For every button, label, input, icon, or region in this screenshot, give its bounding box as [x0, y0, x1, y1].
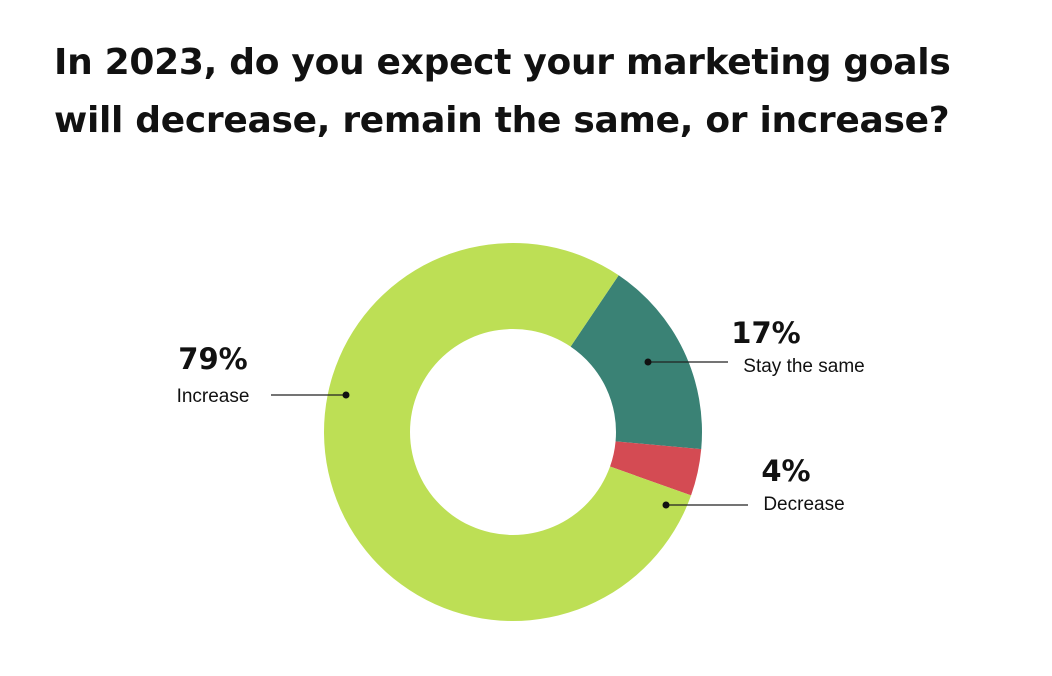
category-label-decrease: Decrease	[763, 494, 844, 515]
leader-dot-stay-the-same	[644, 358, 652, 366]
slice-increase	[323, 242, 692, 621]
value-label-stay-the-same: 17%	[731, 316, 800, 350]
value-label-decrease: 4%	[761, 454, 810, 488]
leader-dot-decrease	[662, 501, 670, 509]
leader-dot-increase	[342, 391, 350, 399]
slice-decrease	[610, 441, 702, 496]
callouts-group: 79% Increase 17% Stay the same 4% Decrease	[177, 316, 865, 515]
category-label-stay-the-same: Stay the same	[743, 356, 864, 377]
slices-group	[323, 242, 702, 621]
value-label-increase: 79%	[178, 342, 247, 376]
chart-title: In 2023, do you expect your marketing go…	[54, 42, 951, 141]
category-label-increase: Increase	[177, 386, 250, 407]
slice-stay-the-same	[570, 275, 702, 450]
